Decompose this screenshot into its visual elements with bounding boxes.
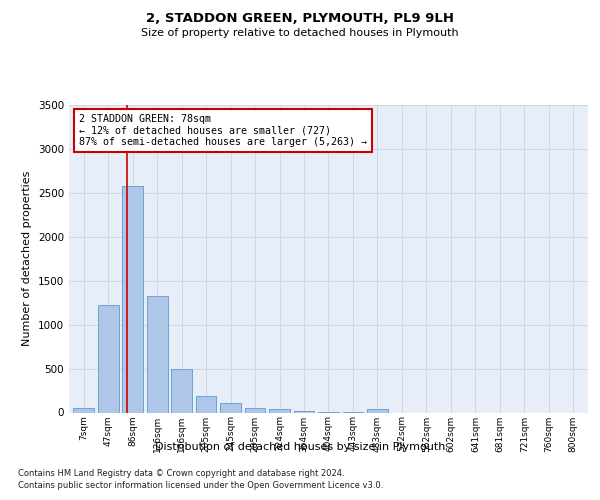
Bar (171, 370, 192, 412)
Text: Size of property relative to detached houses in Plymouth: Size of property relative to detached ho… (141, 28, 459, 38)
Bar (73, 408, 94, 412)
Y-axis label: Number of detached properties: Number of detached properties (22, 171, 32, 346)
Text: 2 STADDON GREEN: 78sqm
← 12% of detached houses are smaller (727)
87% of semi-de: 2 STADDON GREEN: 78sqm ← 12% of detached… (79, 114, 367, 148)
Bar (147, 296, 167, 412)
Text: 2, STADDON GREEN, PLYMOUTH, PL9 9LH: 2, STADDON GREEN, PLYMOUTH, PL9 9LH (146, 12, 454, 26)
Bar (245, 408, 265, 412)
Bar (196, 396, 217, 412)
Text: Contains HM Land Registry data © Crown copyright and database right 2024.: Contains HM Land Registry data © Crown c… (18, 469, 344, 478)
Text: Contains public sector information licensed under the Open Government Licence v3: Contains public sector information licen… (18, 481, 383, 490)
Bar (98, 306, 119, 412)
Bar (220, 403, 241, 412)
Bar (122, 186, 143, 412)
Bar (293, 411, 314, 412)
Bar (367, 408, 388, 412)
Bar (269, 408, 290, 412)
Text: Distribution of detached houses by size in Plymouth: Distribution of detached houses by size … (155, 442, 445, 452)
